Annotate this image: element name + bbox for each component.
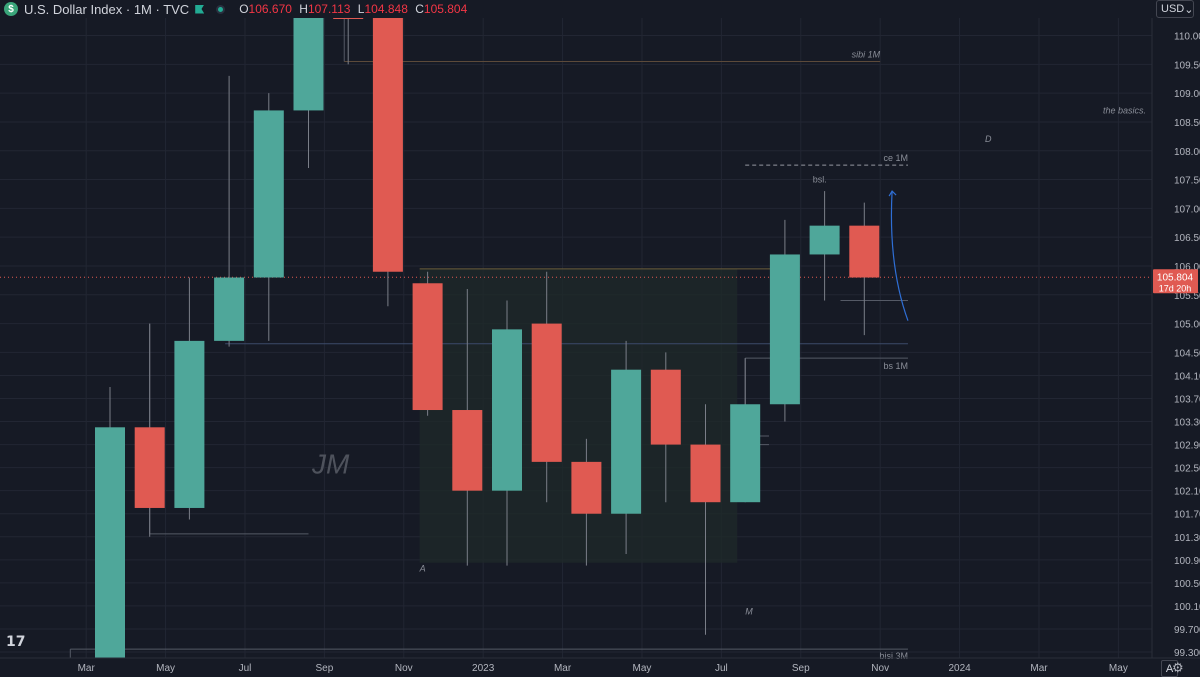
- arrow-head-icon: [888, 190, 897, 197]
- price-tick-label: 100.900: [1174, 556, 1200, 567]
- price-tick-label: 102.900: [1174, 441, 1200, 452]
- candle-body: [372, 18, 403, 272]
- candle-body: [293, 18, 324, 111]
- gear-icon[interactable]: ⚙: [1172, 660, 1184, 675]
- price-tick-label: 109.500: [1174, 60, 1200, 71]
- time-tick-label: 2023: [472, 663, 495, 674]
- symbol-title[interactable]: U.S. Dollar Index · 1M · TVC: [24, 1, 190, 17]
- candle-body: [531, 323, 562, 462]
- candle-body: [611, 369, 642, 514]
- price-tick-label: 110.000: [1174, 32, 1200, 43]
- jm-watermark: JM: [311, 448, 350, 479]
- price-tick-label: 103.300: [1174, 418, 1200, 429]
- price-tick-label: 105.000: [1174, 320, 1200, 331]
- price-tick-label: 103.700: [1174, 394, 1200, 405]
- candle-body: [690, 444, 721, 503]
- time-tick-label: Mar: [1030, 663, 1048, 674]
- d-label: D: [985, 134, 992, 144]
- bisi-label: bisi 3M: [879, 651, 908, 661]
- price-tick-label: 100.100: [1174, 602, 1200, 613]
- price-tick-label: 105.500: [1174, 291, 1200, 302]
- candle-body: [412, 283, 443, 411]
- basics-label: the basics.: [1103, 105, 1146, 115]
- projection-arrow: [890, 191, 909, 321]
- tradingview-logo-icon[interactable]: 𝟭𝟳: [6, 634, 26, 650]
- price-tick-label: 107.000: [1174, 204, 1200, 215]
- ce-label: ce 1M: [883, 153, 908, 163]
- bs-label: bs 1M: [883, 361, 908, 371]
- currency-label: USD: [1161, 3, 1185, 15]
- candle-body: [95, 427, 125, 658]
- price-tick-label: 108.500: [1174, 118, 1200, 129]
- market-flag-icon: [195, 4, 205, 14]
- ohlc-readout: O106.670 H107.113 L104.848 C105.804: [239, 2, 468, 16]
- price-tick-label: 109.000: [1174, 89, 1200, 100]
- bsl-label: bsl.: [813, 174, 827, 184]
- price-tick-label: 100.500: [1174, 579, 1200, 590]
- time-tick-label: Sep: [792, 663, 810, 674]
- candle-body: [809, 225, 840, 255]
- candle-body: [730, 404, 761, 503]
- price-tick-label: 101.300: [1174, 533, 1200, 544]
- a-label: A: [419, 563, 426, 573]
- price-tick-label: 107.500: [1174, 176, 1200, 187]
- chevron-down-icon: ⌄: [1184, 3, 1194, 16]
- price-tick-label: 99.700: [1174, 625, 1200, 636]
- sibi-label: sibi 1M: [852, 49, 881, 59]
- price-tick-label: 102.100: [1174, 487, 1200, 498]
- dollar-index-logo-icon: $: [4, 2, 18, 16]
- time-tick-label: Nov: [871, 663, 889, 674]
- time-tick-label: May: [1109, 663, 1128, 674]
- candle-body: [849, 225, 880, 278]
- time-tick-label: Mar: [78, 663, 96, 674]
- price-tick-label: 101.700: [1174, 510, 1200, 521]
- price-tick-label: 102.500: [1174, 464, 1200, 475]
- price-tick-label: 108.000: [1174, 147, 1200, 158]
- candle-body: [769, 254, 800, 405]
- time-tick-label: Mar: [554, 663, 572, 674]
- time-tick-label: Nov: [395, 663, 413, 674]
- price-tick-label: 106.000: [1174, 262, 1200, 273]
- current-price-value: 105.804: [1157, 272, 1194, 283]
- time-tick-label: Jul: [715, 663, 728, 674]
- time-tick-label: May: [156, 663, 175, 674]
- time-tick-label: Sep: [315, 663, 333, 674]
- time-tick-label: 2024: [948, 663, 971, 674]
- candle-body: [214, 277, 245, 341]
- currency-button[interactable]: USD ⌄: [1156, 0, 1194, 18]
- time-tick-label: May: [633, 663, 652, 674]
- candle-body: [492, 329, 522, 491]
- price-tick-label: 106.500: [1174, 233, 1200, 244]
- candle-body: [134, 427, 165, 508]
- price-tick-label: 104.500: [1174, 348, 1200, 359]
- market-status-icon: [216, 4, 226, 14]
- candle-body: [571, 461, 602, 514]
- candle-body: [333, 18, 364, 19]
- candle-body: [253, 110, 284, 278]
- candle-body: [452, 410, 483, 491]
- countdown-label: 17d 20h: [1159, 283, 1192, 293]
- candle-body: [174, 340, 205, 508]
- price-tick-label: 104.100: [1174, 371, 1200, 382]
- price-tick-label: 99.300: [1174, 648, 1200, 659]
- current-price-box: [1153, 269, 1198, 294]
- chart-header: $ U.S. Dollar Index · 1M · TVC O106.670 …: [0, 0, 467, 18]
- candle-body: [650, 369, 681, 445]
- m-label: M: [745, 607, 753, 617]
- time-tick-label: Jul: [239, 663, 252, 674]
